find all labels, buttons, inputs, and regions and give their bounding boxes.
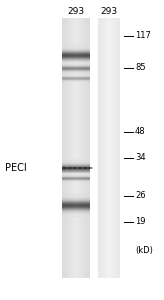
Text: 293: 293 xyxy=(100,8,118,16)
Text: 85: 85 xyxy=(135,64,146,73)
Text: 26: 26 xyxy=(135,191,146,200)
Text: PECI: PECI xyxy=(5,163,27,173)
Text: (kD): (kD) xyxy=(135,245,153,254)
Text: 117: 117 xyxy=(135,32,151,40)
Text: 293: 293 xyxy=(67,8,85,16)
Text: 48: 48 xyxy=(135,128,146,136)
Text: 19: 19 xyxy=(135,218,145,226)
Text: 34: 34 xyxy=(135,154,146,163)
